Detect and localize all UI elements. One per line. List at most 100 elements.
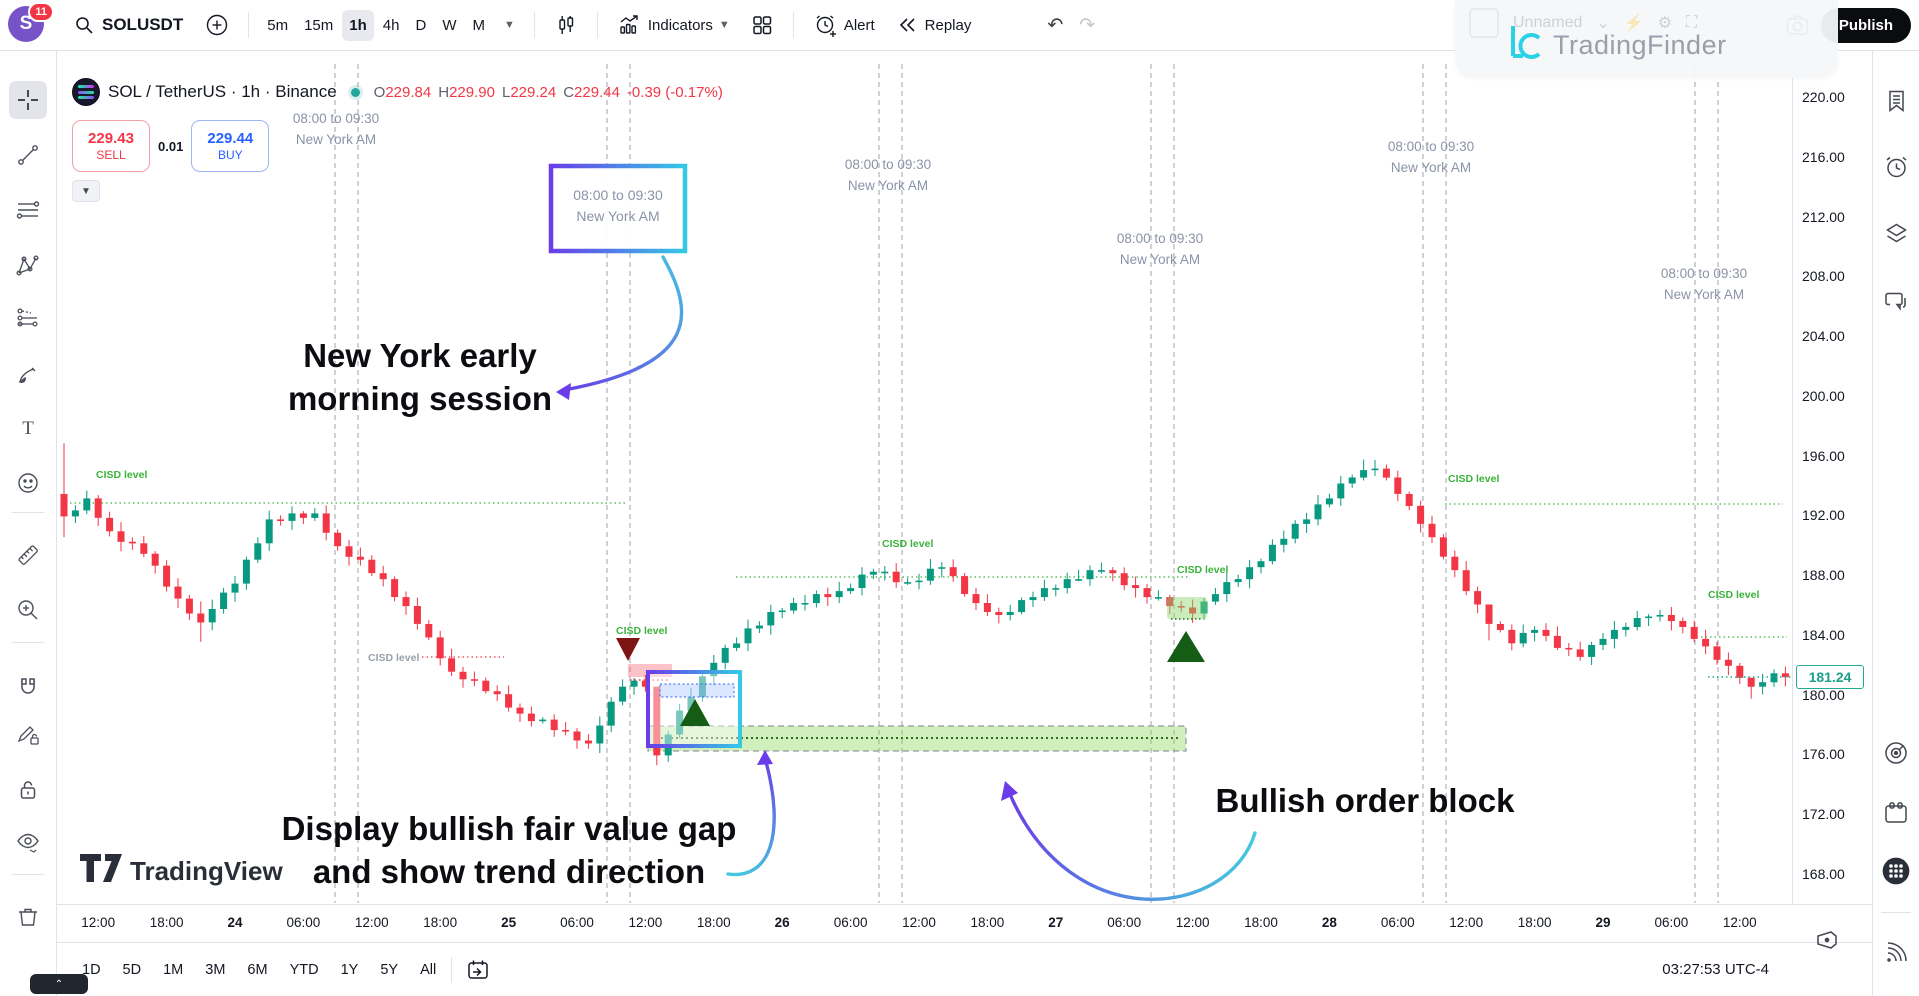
user-avatar[interactable]: S 11 [8, 2, 54, 44]
divider [1881, 912, 1911, 913]
divider [12, 874, 44, 875]
buy-price: 229.44 [207, 130, 254, 147]
range-5y[interactable]: 5Y [372, 956, 406, 984]
svg-text:CISD level: CISD level [1708, 589, 1759, 601]
timeframe-W[interactable]: W [435, 10, 463, 41]
svg-text:CISD level: CISD level [616, 625, 667, 637]
tool-magnet[interactable] [9, 669, 47, 707]
timeframe-1h[interactable]: 1h [342, 9, 374, 41]
tool-text[interactable]: T [9, 409, 47, 447]
range-all[interactable]: All [412, 956, 444, 984]
layout-grid-button[interactable] [742, 6, 782, 44]
tool-brush[interactable] [9, 356, 47, 394]
trade-panel-chevron[interactable]: ▼ [72, 180, 100, 202]
apps-grid-icon[interactable] [1881, 856, 1911, 886]
notification-badge: 11 [28, 2, 54, 22]
range-5d[interactable]: 5D [115, 956, 150, 984]
tool-hide-drawings[interactable] [9, 824, 47, 862]
sell-price: 229.43 [88, 130, 134, 147]
svg-text:TradingView: TradingView [130, 856, 283, 886]
goto-date-icon[interactable] [465, 957, 491, 983]
tool-horizontal-lines[interactable] [9, 191, 47, 229]
price-tick: 176.00 [1802, 746, 1845, 763]
symbol-title[interactable]: SOL / TetherUS · 1h · Binance [108, 82, 337, 101]
redo-button[interactable]: ↷ [1079, 14, 1096, 36]
symbol-search[interactable]: SOLUSDT [64, 9, 193, 41]
toolbar-separator [248, 12, 250, 38]
chart-style-button[interactable] [546, 6, 586, 44]
timeframe-5m[interactable]: 5m [260, 10, 295, 41]
tool-trend-line[interactable] [9, 136, 47, 174]
toolbar-separator [596, 12, 598, 38]
object-tree-icon[interactable] [1881, 218, 1911, 248]
tool-drawing-lock[interactable] [9, 716, 47, 754]
tool-emoji[interactable] [9, 464, 47, 502]
watchlist-icon[interactable] [1881, 86, 1911, 116]
price-tick: 200.00 [1802, 387, 1845, 404]
replay-button[interactable]: Replay [887, 6, 980, 44]
price-tick: 204.00 [1802, 328, 1845, 345]
chart-panel[interactable]: CISD level CISD level CISD level CISD level… [56, 50, 1793, 905]
time-tick: 06:00 [833, 915, 868, 930]
indicators-label: Indicators [647, 16, 713, 34]
timeframe-15m[interactable]: 15m [297, 10, 340, 41]
time-tick: 24 [227, 915, 243, 930]
price-scale[interactable]: 220.00 216.00 212.00 208.00 204.00 200.00 196.… [1792, 50, 1873, 905]
tool-remove-drawings[interactable] [9, 898, 47, 936]
timeframe-4h[interactable]: 4h [376, 10, 407, 41]
chat-icon[interactable] [1881, 286, 1911, 316]
tool-zoom-in[interactable] [9, 591, 47, 629]
timeframe-M[interactable]: M [465, 10, 492, 41]
range-6m[interactable]: 6M [239, 956, 275, 984]
range-1d[interactable]: 1D [74, 956, 109, 984]
time-tick: 12:00 [354, 915, 389, 930]
replay-icon [895, 13, 919, 37]
ohlc-values: O229.84 H229.90 L229.24 C229.44 -0.39 (-… [373, 83, 723, 101]
price-tick: 188.00 [1802, 567, 1845, 584]
tool-ruler[interactable] [9, 536, 47, 574]
scale-settings-icon[interactable] [1814, 927, 1840, 953]
range-1m[interactable]: 1M [155, 956, 191, 984]
time-tick: 26 [774, 915, 790, 930]
price-tick: 192.00 [1802, 507, 1845, 524]
indicators-button[interactable]: Indicators ▼ [609, 6, 738, 45]
svg-text:CISD level: CISD level [1177, 564, 1228, 576]
tool-xabcd-pattern[interactable] [9, 246, 47, 284]
tool-crosshair[interactable] [9, 81, 47, 119]
range-1y[interactable]: 1Y [333, 956, 367, 984]
annotation-arrows [556, 255, 1257, 902]
svg-text:Bullish order block: Bullish order block [1216, 782, 1516, 819]
time-axis[interactable]: 12:00 18:00 24 06:00 12:00 18:00 25 06:00 12:00 1… [56, 904, 1873, 943]
svg-text:CISD level: CISD level [882, 538, 933, 550]
tool-forecast-lines[interactable] [9, 299, 47, 337]
sell-button[interactable]: 229.43 SELL [72, 120, 150, 172]
search-icon [74, 15, 94, 35]
chart-canvas[interactable]: CISD level CISD level CISD level CISD level… [56, 50, 1793, 905]
tool-lock-all[interactable] [9, 771, 47, 809]
svg-text:CISD level: CISD level [1448, 473, 1499, 485]
timeframe-D[interactable]: D [408, 10, 433, 41]
alert-button[interactable]: Alert [805, 6, 883, 45]
annotation-texts: New York early morning session Display bul… [282, 337, 1515, 890]
timeframe-menu-button[interactable]: ▼ [496, 12, 523, 38]
symbol-info-row: SOL / TetherUS · 1h · Binance O229.84 H2… [72, 78, 723, 106]
price-tick: 168.00 [1802, 865, 1845, 882]
range-3m[interactable]: 3M [197, 956, 233, 984]
clock[interactable]: 03:27:53 UTC-4 [1662, 961, 1769, 978]
screener-icon[interactable] [1881, 738, 1911, 768]
collapsed-panel-tab[interactable]: ⌃ [30, 974, 88, 994]
alerts-icon[interactable] [1881, 152, 1911, 182]
svg-text:CISD level: CISD level [96, 469, 147, 481]
buy-button[interactable]: 229.44 BUY [191, 120, 270, 172]
calendar-icon[interactable] [1881, 798, 1911, 828]
session-callout-box[interactable]: 08:00 to 09:30 New York AM [548, 163, 688, 254]
add-symbol-button[interactable] [197, 6, 237, 44]
broadcast-icon[interactable] [1881, 938, 1911, 968]
checkbox-icon [1469, 8, 1499, 38]
divider [451, 956, 453, 983]
cisd-levels: CISD level CISD level CISD level CISD level… [70, 469, 1787, 664]
undo-button[interactable]: ↶ [1047, 14, 1064, 36]
range-ytd[interactable]: YTD [282, 956, 327, 984]
svg-text:T: T [22, 418, 34, 439]
